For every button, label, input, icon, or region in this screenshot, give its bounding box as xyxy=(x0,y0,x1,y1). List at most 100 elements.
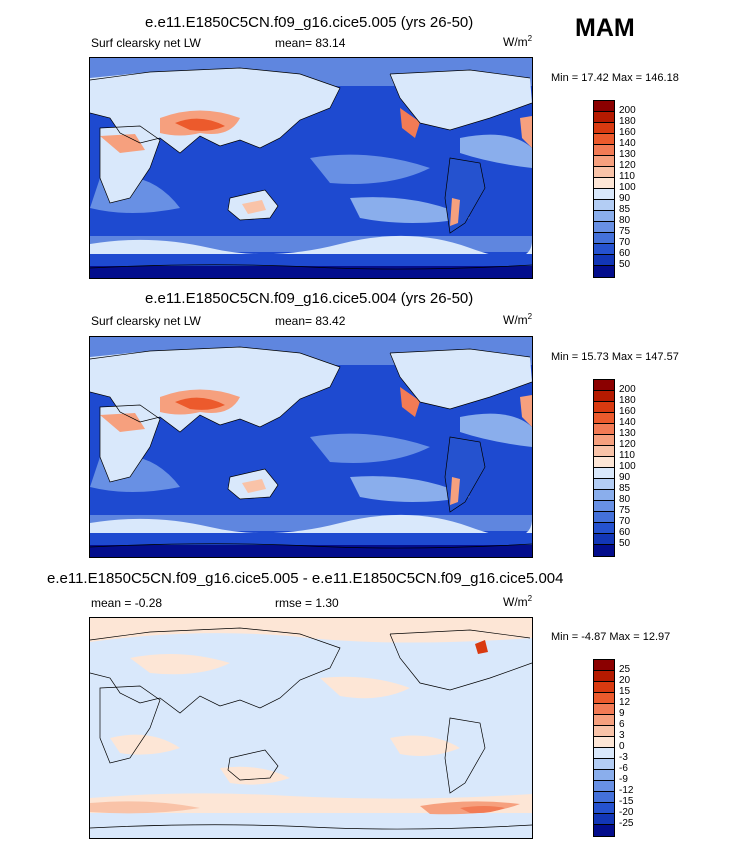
colorbar-box xyxy=(594,759,614,770)
colorbar-box xyxy=(594,233,614,244)
colorbar-box xyxy=(594,167,614,178)
colorbar-label: -25 xyxy=(619,818,634,829)
colorbar-label: 25 xyxy=(619,664,631,675)
season-label: MAM xyxy=(575,14,635,42)
colorbar-box xyxy=(594,457,614,468)
colorbar-box xyxy=(594,704,614,715)
colorbar-label: 130 xyxy=(619,149,636,160)
colorbar-label: -12 xyxy=(619,785,634,796)
colorbar-label: 85 xyxy=(619,483,631,494)
colorbar-label: 160 xyxy=(619,127,636,138)
panel-1-variable-label: Surf clearsky net LW xyxy=(91,36,201,50)
colorbar-label: 9 xyxy=(619,708,625,719)
colorbar-box xyxy=(594,446,614,457)
colorbar-box xyxy=(594,737,614,748)
panel-2-units: W/m2 xyxy=(503,312,533,327)
colorbar-label: 120 xyxy=(619,439,636,450)
colorbar-label: 50 xyxy=(619,259,631,270)
panel-3-minmax: Min = -4.87 Max = 12.97 xyxy=(551,631,671,643)
panel-2-map xyxy=(89,336,533,558)
colorbar-label: 60 xyxy=(619,527,631,538)
colorbar-box xyxy=(594,671,614,682)
colorbar-box xyxy=(594,145,614,156)
colorbar-label: 160 xyxy=(619,406,636,417)
colorbar-box xyxy=(594,402,614,413)
panel-3-units: W/m2 xyxy=(503,594,533,609)
colorbar-box xyxy=(594,715,614,726)
colorbar-box xyxy=(594,189,614,200)
panel-3-mean-label: mean = -0.28 xyxy=(91,596,163,610)
colorbar-label: 15 xyxy=(619,686,631,697)
colorbar-label: 100 xyxy=(619,182,636,193)
colorbar-box xyxy=(594,424,614,435)
colorbar-label: 180 xyxy=(619,116,636,127)
panel-2-minmax: Min = 15.73 Max = 147.57 xyxy=(551,351,679,363)
colorbar-box xyxy=(594,523,614,534)
colorbar-label: 130 xyxy=(619,428,636,439)
colorbar-label: 80 xyxy=(619,215,631,226)
colorbar-box xyxy=(594,134,614,145)
colorbar-label: 90 xyxy=(619,472,631,483)
colorbar-box xyxy=(594,803,614,814)
colorbar-label: 75 xyxy=(619,226,631,237)
colorbar-label: 140 xyxy=(619,138,636,149)
colorbar-box xyxy=(594,512,614,523)
colorbar-box xyxy=(594,380,614,391)
colorbar-box xyxy=(594,534,614,545)
panel-2-mean-label: mean= 83.42 xyxy=(275,314,346,328)
colorbar-label: 70 xyxy=(619,237,631,248)
colorbar-label: 180 xyxy=(619,395,636,406)
panel-1-mean-label: mean= 83.14 xyxy=(275,36,346,50)
colorbar-box xyxy=(594,825,614,836)
panel-1-units: W/m2 xyxy=(503,34,533,49)
colorbar-box xyxy=(594,178,614,189)
colorbar-box xyxy=(594,200,614,211)
colorbar-box xyxy=(594,244,614,255)
colorbar-label: -9 xyxy=(619,774,628,785)
colorbar-label: 100 xyxy=(619,461,636,472)
colorbar-label: 200 xyxy=(619,384,636,395)
colorbar-label: 12 xyxy=(619,697,631,708)
colorbar-label: -20 xyxy=(619,807,634,818)
panel-3-map xyxy=(89,617,533,839)
colorbar-box xyxy=(594,112,614,123)
panel-3-rmse-label: rmse = 1.30 xyxy=(275,596,339,610)
panel-1-title: e.e11.E1850C5CN.f09_g16.cice5.005 (yrs 2… xyxy=(145,14,474,31)
panel-2-title: e.e11.E1850C5CN.f09_g16.cice5.004 (yrs 2… xyxy=(145,290,474,307)
colorbar-box xyxy=(594,222,614,233)
colorbar-label: -3 xyxy=(619,752,628,763)
colorbar-box xyxy=(594,545,614,556)
colorbar-label: 20 xyxy=(619,675,631,686)
colorbar-label: 120 xyxy=(619,160,636,171)
colorbar-box xyxy=(594,156,614,167)
colorbar-box xyxy=(594,748,614,759)
colorbar-box xyxy=(594,693,614,704)
colorbar-box xyxy=(594,490,614,501)
colorbar-box xyxy=(594,660,614,671)
colorbar-box xyxy=(594,255,614,266)
colorbar-label: 60 xyxy=(619,248,631,259)
panel-1-map xyxy=(89,57,533,279)
colorbar-label: 110 xyxy=(619,171,635,182)
colorbar-box xyxy=(594,726,614,737)
colorbar-label: 0 xyxy=(619,741,625,752)
panel-2-variable-label: Surf clearsky net LW xyxy=(91,314,201,328)
colorbar-box xyxy=(594,266,614,277)
colorbar-label: 140 xyxy=(619,417,636,428)
panel-1-colorbar xyxy=(593,100,615,278)
colorbar-label: 75 xyxy=(619,505,631,516)
colorbar-box xyxy=(594,682,614,693)
panel-3-colorbar xyxy=(593,659,615,837)
colorbar-label: 70 xyxy=(619,516,631,527)
colorbar-box xyxy=(594,413,614,424)
colorbar-box xyxy=(594,211,614,222)
colorbar-box xyxy=(594,479,614,490)
colorbar-label: 80 xyxy=(619,494,631,505)
colorbar-label: 85 xyxy=(619,204,631,215)
colorbar-label: 3 xyxy=(619,730,625,741)
colorbar-label: -15 xyxy=(619,796,634,807)
colorbar-box xyxy=(594,781,614,792)
colorbar-box xyxy=(594,101,614,112)
colorbar-label: 6 xyxy=(619,719,625,730)
panel-3-title: e.e11.E1850C5CN.f09_g16.cice5.005 - e.e1… xyxy=(47,570,564,587)
